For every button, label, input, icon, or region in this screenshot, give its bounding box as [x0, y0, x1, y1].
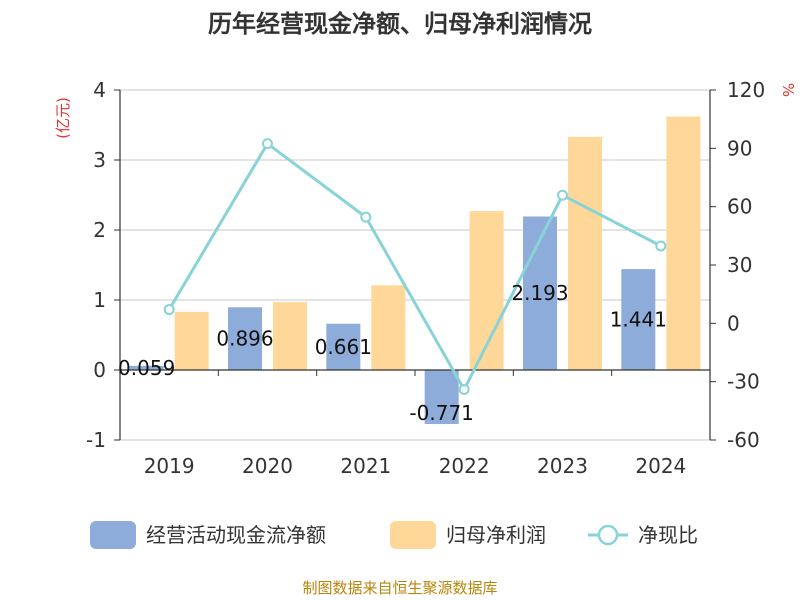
- left-axis-unit: (亿元): [54, 97, 72, 139]
- left-tick-label: 1: [93, 288, 106, 312]
- data-label-2021: 0.661: [315, 335, 372, 359]
- cashflow-bar-2021: [326, 323, 361, 370]
- right-axis-unit: %: [779, 83, 797, 97]
- tick-labels: 4 3 2 1 0 -1 120 90 60 30 0 -30 -60 2019 2020 2021 2022 2…: [86, 78, 765, 478]
- data-label-2019: 0.059: [118, 356, 175, 380]
- x-tick-label-2022: 2022: [439, 454, 490, 478]
- left-tick-label: 2: [93, 218, 106, 242]
- legend-label-0: 经营活动现金流净额: [146, 523, 326, 547]
- left-tick-label: 3: [93, 148, 106, 172]
- right-tick-label: 120: [727, 78, 765, 102]
- profit-bar-2019: [174, 311, 209, 370]
- axes: [114, 89, 716, 441]
- legend: 经营活动现金流净额 归母净利润 净现比: [90, 521, 698, 549]
- bars: [129, 116, 701, 424]
- cashflow-bar-2022: [424, 370, 459, 424]
- ratio-point-2020: [262, 138, 273, 150]
- data-label-2023: 2.193: [511, 281, 568, 305]
- ratio-line-path: [167, 141, 662, 393]
- ratio-point-2022: [458, 383, 470, 395]
- ratio-point-2021: [360, 211, 372, 223]
- cashflow-bar-2019: [129, 365, 164, 370]
- profit-bar-2020: [273, 302, 307, 370]
- ratio-point-2019: [163, 304, 175, 316]
- ratio-line: [163, 138, 667, 395]
- legend-swatch-1: [390, 521, 436, 549]
- x-tick-label-2021: 2021: [340, 454, 391, 478]
- right-tick-label: 30: [727, 253, 752, 277]
- chart-title: 历年经营现金净额、归母净利润情况: [208, 10, 592, 38]
- data-labels: 0.059 0.896 0.661 -0.771 2.193 1.441: [118, 281, 667, 425]
- profit-bar-2024: [666, 116, 701, 370]
- data-label-2020: 0.896: [216, 327, 273, 351]
- legend-swatch-0: [90, 521, 136, 549]
- x-tick-label-2019: 2019: [144, 454, 195, 478]
- x-tick-label-2023: 2023: [537, 454, 588, 478]
- right-tick-label: 60: [727, 195, 752, 219]
- x-tick-label-2020: 2020: [242, 454, 293, 478]
- data-label-2024: 1.441: [610, 308, 667, 332]
- profit-bar-2021: [371, 285, 406, 370]
- right-tick-label: -30: [727, 370, 760, 394]
- right-tick-label: 90: [727, 136, 752, 160]
- source-note: 制图数据来自恒生聚源数据库: [302, 579, 497, 597]
- left-tick-label: 0: [93, 358, 106, 382]
- legend-label-2: 净现比: [638, 523, 698, 547]
- x-tick-label-2024: 2024: [635, 454, 686, 478]
- profit-bar-2023: [568, 136, 602, 370]
- data-label-2022: -0.771: [409, 401, 473, 425]
- ratio-point-2024: [655, 240, 667, 252]
- ratio-point-2023: [557, 189, 568, 201]
- left-tick-label: -1: [86, 428, 106, 452]
- legend-point-swatch: [597, 524, 619, 546]
- right-tick-label: 0: [727, 311, 740, 335]
- cashflow-bar-2024: [621, 269, 656, 370]
- gridlines: [120, 89, 710, 441]
- left-tick-label: 4: [93, 78, 106, 102]
- cashflow-bar-2020: [228, 307, 262, 370]
- right-tick-label: -60: [727, 428, 760, 452]
- legend-label-1: 归母净利润: [446, 523, 546, 547]
